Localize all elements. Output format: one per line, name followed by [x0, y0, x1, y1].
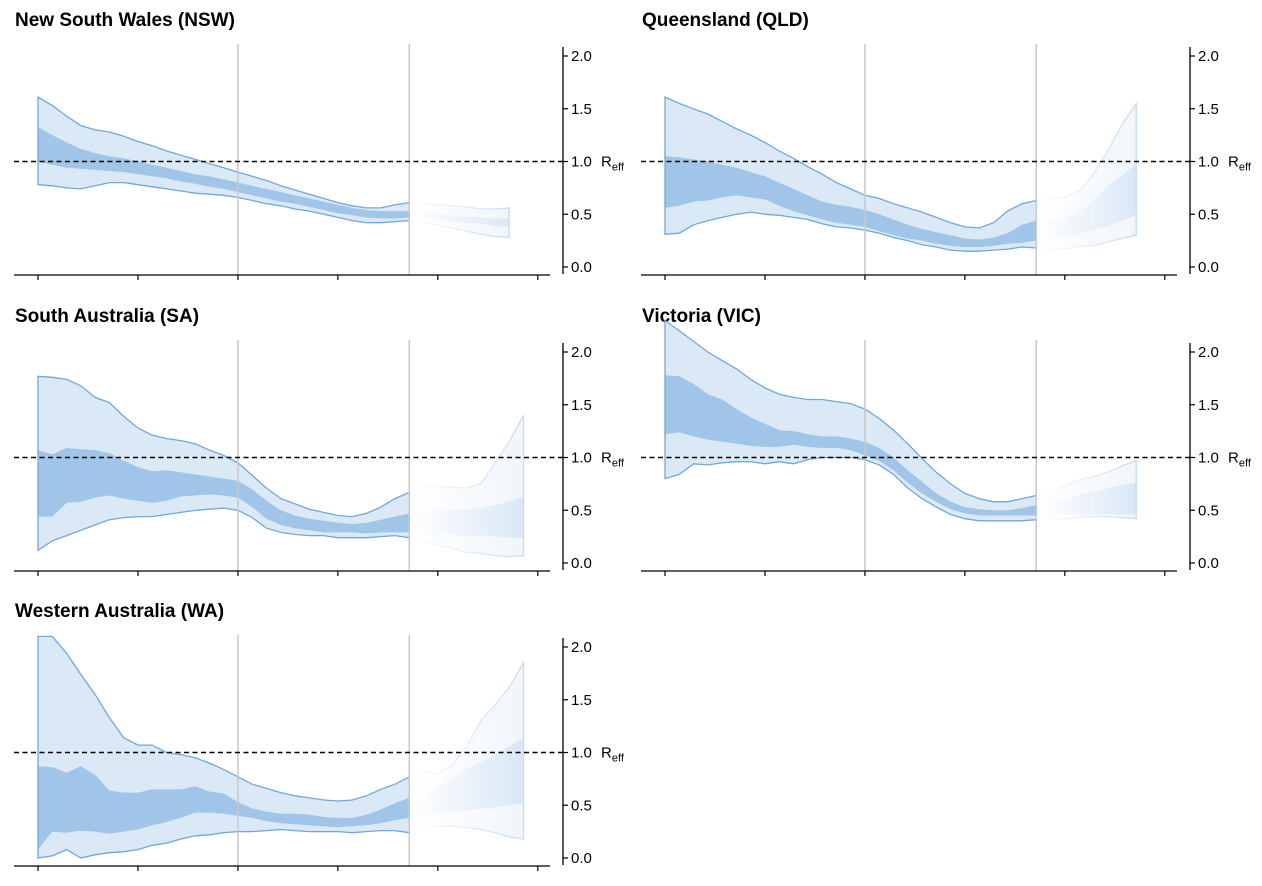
y-tick-label: 1.5: [1198, 397, 1219, 414]
y-tick-label: 2.0: [571, 639, 592, 656]
panel-sa: South Australia (SA) 0.0 0.5 1.0 1.5 2.0 Reff: [0, 296, 631, 591]
chart-nsw: 0.0 0.5 1.0 1.5 2.0 Reff: [14, 37, 625, 280]
projection-fade: [409, 628, 530, 860]
y-tick-label: 1.0: [571, 450, 592, 467]
y-tick-label: 2.0: [571, 344, 592, 361]
y-tick-label: 1.0: [1198, 154, 1219, 171]
projection-fade: [1036, 333, 1143, 565]
y-tick-label: 0.5: [1198, 206, 1219, 223]
panel-nsw: New South Wales (NSW) 0.0 0.5 1.0 1.5 2.0 Ref…: [0, 0, 631, 295]
chart-sa: 0.0 0.5 1.0 1.5 2.0 Reff: [14, 333, 625, 576]
y-tick-label: 0.0: [1198, 555, 1219, 572]
ci50-band: [665, 156, 1137, 247]
chart-qld: 0.0 0.5 1.0 1.5 2.0 Reff: [641, 37, 1252, 280]
reff-label: Reff: [601, 450, 625, 470]
y-tick-label: 0.0: [571, 259, 592, 276]
panel-title: South Australia (SA): [15, 306, 200, 327]
y-tick-label: 1.5: [1198, 101, 1219, 118]
y-tick-label: 0.0: [571, 850, 592, 867]
y-tick-label: 1.0: [1198, 450, 1219, 467]
y-tick-label: 0.5: [571, 206, 592, 223]
y-tick-label: 0.5: [1198, 502, 1219, 519]
panel-wa: Western Australia (WA) 0.0 0.5 1.0 1.5 2.0 Re…: [0, 591, 631, 886]
y-tick-label: 2.0: [1198, 344, 1219, 361]
y-tick-label: 0.0: [1198, 259, 1219, 276]
reff-label: Reff: [1228, 450, 1252, 470]
panel-title: Queensland (QLD): [642, 10, 809, 31]
y-tick-label: 1.0: [571, 745, 592, 762]
panel-title: New South Wales (NSW): [15, 10, 235, 31]
chart-wa: 0.00.51.01.52.0Reff1–Mar15–Mar29–Mar: [14, 628, 625, 871]
y-tick-label: 1.5: [571, 101, 592, 118]
projection-fade: [1036, 37, 1143, 269]
reff-label: Reff: [601, 745, 625, 765]
panel-title: Western Australia (WA): [15, 601, 225, 622]
reff-label: Reff: [601, 154, 625, 174]
y-tick-label: 1.5: [571, 692, 592, 709]
chart-vic: 0.0 0.5 1.0 1.5 2.0 Reff: [641, 319, 1252, 576]
panel-qld: Queensland (QLD) 0.0 0.5 1.0 1.5 2.0 Reff: [627, 0, 1258, 295]
ci50-band: [38, 448, 524, 538]
y-tick-label: 2.0: [1198, 48, 1219, 65]
y-tick-label: 0.0: [571, 555, 592, 572]
y-tick-label: 2.0: [571, 48, 592, 65]
projection-fade: [409, 37, 516, 269]
y-tick-label: 1.0: [571, 154, 592, 171]
y-tick-label: 1.5: [571, 397, 592, 414]
panel-title: Victoria (VIC): [642, 306, 761, 327]
panel-vic: Victoria (VIC) 0.0 0.5 1.0 1.5 2.0 Reff: [627, 296, 1258, 591]
y-tick-label: 0.5: [571, 502, 592, 519]
projection-fade: [409, 333, 530, 565]
y-tick-label: 0.5: [571, 797, 592, 814]
ci50-band: [38, 737, 524, 850]
reff-label: Reff: [1228, 154, 1252, 174]
